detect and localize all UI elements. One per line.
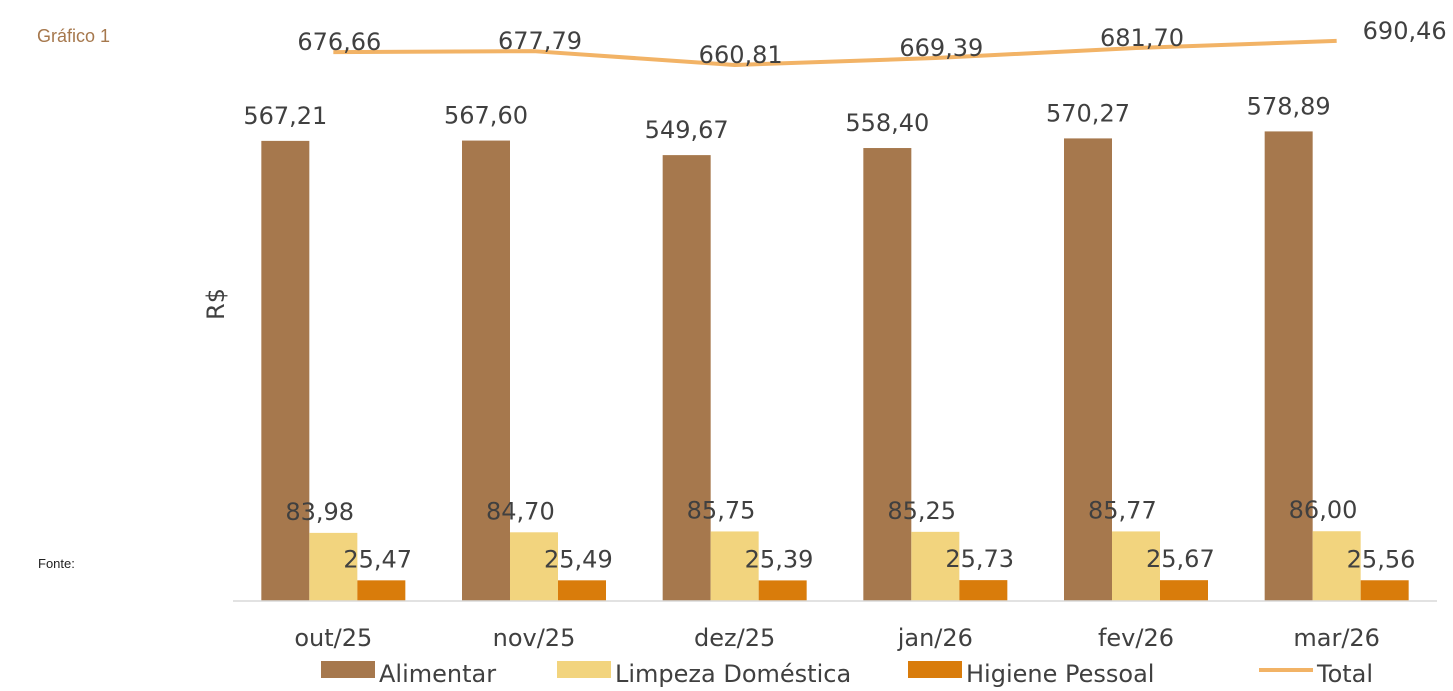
bar-alimentar	[863, 148, 912, 601]
total-line	[333, 38, 1337, 67]
data-label-alimentar: 549,67	[645, 116, 729, 144]
data-label-total: 690,46	[1363, 17, 1447, 45]
x-tick-label: jan/26	[897, 624, 973, 652]
x-tick-label: fev/26	[1098, 624, 1174, 652]
y-axis-label: R$	[202, 288, 230, 320]
bar-limpeza-doméstica	[309, 532, 358, 601]
legend-swatch-higiene-pessoal	[908, 661, 962, 678]
data-label-total: 660,81	[699, 41, 783, 69]
data-label-total: 669,39	[899, 34, 983, 62]
legend-swatch-alimentar	[321, 661, 375, 678]
legend-label-higiene-pessoal: Higiene Pessoal	[966, 660, 1154, 688]
bar-limpeza-doméstica	[911, 531, 960, 601]
legend-swatch-total	[1259, 668, 1313, 672]
data-label-higiene-pessoal: 25,49	[544, 545, 613, 573]
bar-higiene-pessoal	[558, 580, 606, 601]
data-label-higiene-pessoal: 25,56	[1347, 545, 1416, 573]
data-label-limpeza-doméstica: 84,70	[486, 497, 555, 525]
data-label-total: 681,70	[1100, 24, 1184, 52]
bar-higiene-pessoal	[357, 580, 406, 601]
bar-limpeza-doméstica	[1112, 531, 1160, 601]
data-label-limpeza-doméstica: 85,25	[887, 497, 956, 525]
data-label-limpeza-doméstica: 85,75	[687, 496, 756, 524]
bar-alimentar	[462, 140, 510, 602]
data-label-alimentar: 578,89	[1247, 92, 1331, 120]
data-label-higiene-pessoal: 25,67	[1146, 545, 1215, 573]
bar-limpeza-doméstica	[510, 532, 558, 601]
legend-label-total: Total	[1316, 660, 1373, 688]
x-tick-label: out/25	[294, 624, 372, 652]
bar-alimentar	[261, 140, 310, 601]
bar-higiene-pessoal	[1160, 580, 1208, 601]
data-label-limpeza-doméstica: 85,77	[1088, 496, 1157, 524]
bar-alimentar	[1064, 138, 1112, 601]
source-note: Fonte:	[38, 556, 75, 571]
bar-alimentar	[662, 155, 711, 602]
data-label-higiene-pessoal: 25,73	[945, 545, 1014, 573]
data-label-alimentar: 558,40	[845, 109, 929, 137]
bar-higiene-pessoal	[959, 580, 1008, 601]
page-title: Gráfico 1	[37, 26, 111, 46]
legend-label-alimentar: Alimentar	[379, 660, 496, 688]
data-label-total: 676,66	[297, 28, 381, 56]
x-tick-label: nov/25	[493, 624, 576, 652]
data-label-alimentar: 570,27	[1046, 99, 1130, 127]
data-label-limpeza-doméstica: 83,98	[285, 498, 354, 526]
data-label-total: 677,79	[498, 27, 582, 55]
legend-swatch-limpeza-doméstica	[557, 661, 611, 678]
x-tick-label: mar/26	[1293, 624, 1380, 652]
x-tick-label: dez/25	[694, 624, 775, 652]
bar-alimentar	[1264, 131, 1313, 602]
bar-limpeza-doméstica	[710, 531, 759, 601]
bar-higiene-pessoal	[758, 580, 807, 601]
data-label-alimentar: 567,60	[444, 102, 528, 130]
data-label-higiene-pessoal: 25,39	[745, 545, 814, 573]
data-label-alimentar: 567,21	[243, 102, 327, 130]
data-label-higiene-pessoal: 25,47	[343, 545, 412, 573]
legend-label-limpeza-doméstica: Limpeza Doméstica	[615, 660, 851, 688]
bar-limpeza-doméstica	[1312, 531, 1361, 601]
data-label-limpeza-doméstica: 86,00	[1289, 496, 1358, 524]
bar-higiene-pessoal	[1360, 580, 1409, 601]
